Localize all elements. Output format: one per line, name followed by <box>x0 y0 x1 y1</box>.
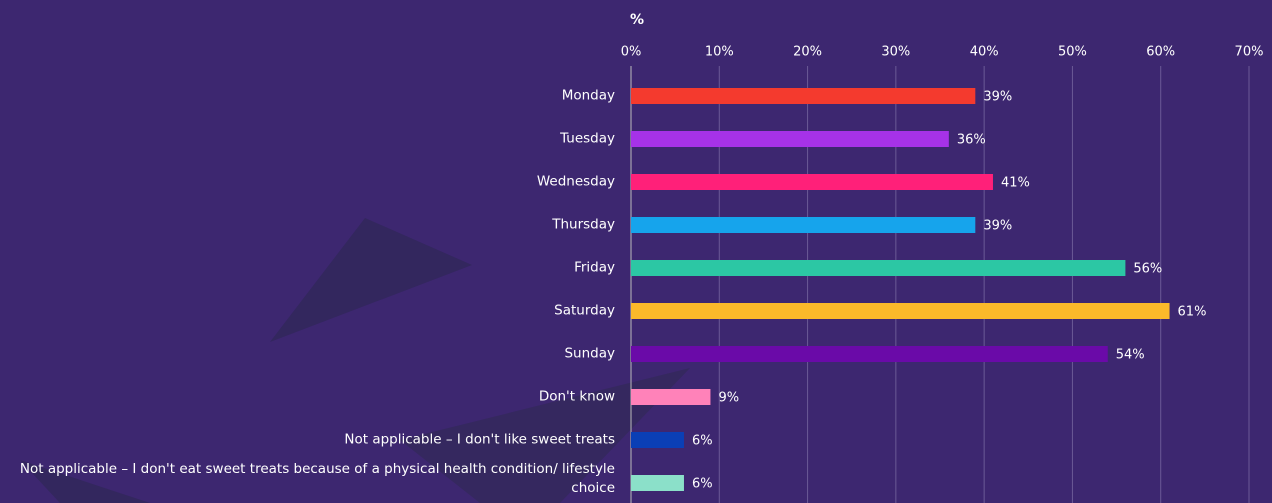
bar <box>631 303 1170 319</box>
value-label: 61% <box>1178 305 1207 320</box>
x-tick-label: 0% <box>621 45 642 60</box>
bar <box>631 432 684 448</box>
value-label: 6% <box>692 477 713 492</box>
value-label: 39% <box>983 90 1012 105</box>
category-label: Thursday <box>552 216 615 233</box>
category-label: Don't know <box>538 388 615 405</box>
decor-triangle <box>270 218 472 342</box>
bar <box>631 131 949 147</box>
bar <box>631 346 1108 362</box>
bar <box>631 260 1126 276</box>
x-tick-label: 20% <box>793 45 822 60</box>
axis-label: % <box>630 12 644 28</box>
value-label: 39% <box>983 219 1012 234</box>
x-tick-label: 30% <box>881 45 910 60</box>
category-label: Saturday <box>554 302 615 319</box>
value-label: 9% <box>718 391 739 406</box>
bar <box>631 174 993 190</box>
value-label: 54% <box>1116 348 1145 363</box>
bar <box>631 217 976 233</box>
value-label: 6% <box>692 434 713 449</box>
bar <box>631 389 711 405</box>
bar <box>631 475 684 491</box>
category-label: Friday <box>574 259 615 276</box>
decor-triangle <box>20 460 150 503</box>
value-label: 36% <box>957 133 986 148</box>
category-label: Wednesday <box>536 173 615 190</box>
value-label: 41% <box>1001 176 1030 191</box>
x-tick-label: 40% <box>970 45 999 60</box>
bar <box>631 88 976 104</box>
x-tick-label: 10% <box>705 45 734 60</box>
decor-triangle <box>400 368 690 503</box>
x-tick-label: 70% <box>1235 45 1264 60</box>
category-label: Monday <box>561 87 615 104</box>
x-tick-label: 50% <box>1058 45 1087 60</box>
category-label: Tuesday <box>560 130 615 147</box>
x-tick-label: 60% <box>1146 45 1175 60</box>
category-label: Sunday <box>564 345 615 362</box>
value-label: 56% <box>1133 262 1162 277</box>
category-label: Not applicable – I don't eat sweet treat… <box>19 461 615 496</box>
category-label: Not applicable – I don't like sweet trea… <box>344 431 615 448</box>
